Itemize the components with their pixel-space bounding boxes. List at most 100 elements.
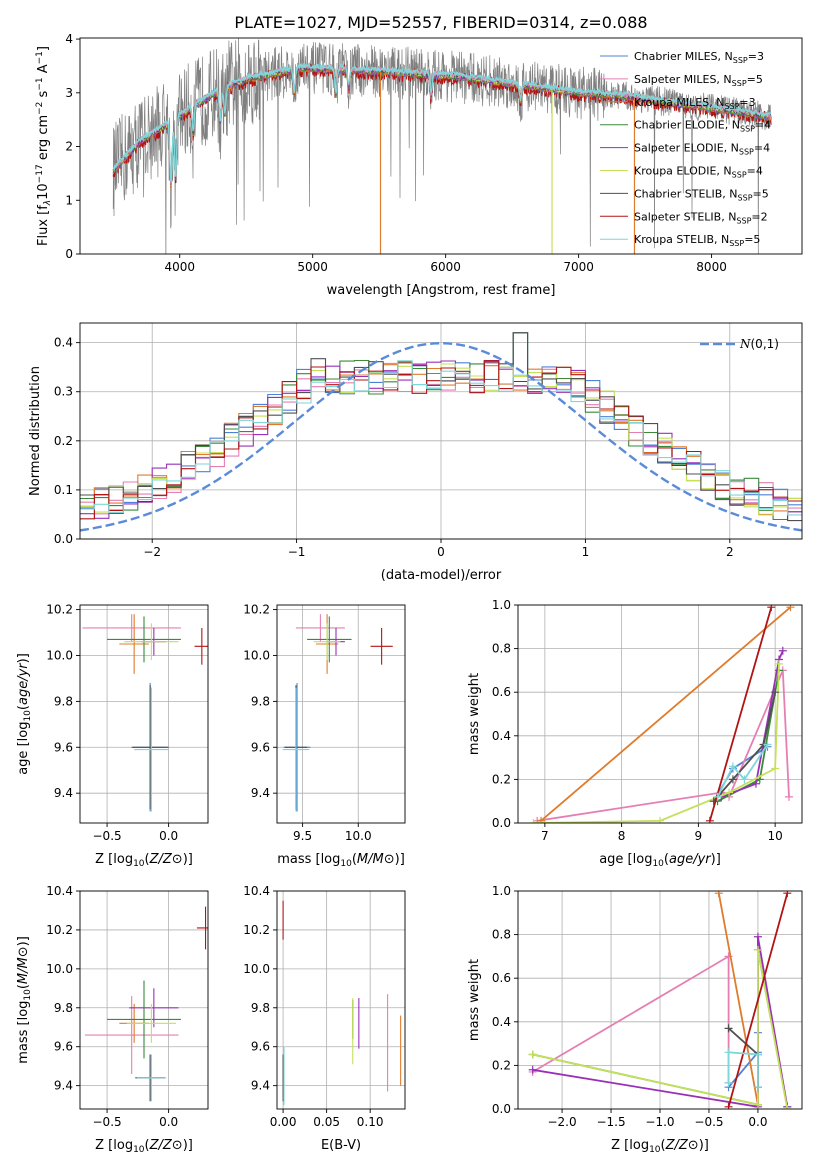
age_vs_mass-xtick-label: 9.5 (293, 829, 312, 843)
massweight_vs_Z-xtick-label: 0.0 (748, 1115, 767, 1129)
age_vs_Z-ytick-label: 9.8 (54, 694, 73, 708)
massweight_vs_Z-ylabel: mass weight (467, 959, 482, 1041)
massweight_vs_age-ytick-label: 0.2 (492, 772, 511, 786)
residual_hist-ytick-label: 0.4 (54, 336, 73, 350)
mass_vs_Z-xtick-label: 0.0 (159, 1115, 178, 1129)
legend-entry: Chabrier ELODIE, NSSP=4 (634, 119, 771, 134)
axis-label: age [log10(age/yr)] (16, 653, 33, 775)
mass_vs_ebv-plot-area (282, 900, 402, 1106)
massweight_vs_Z-plot-area (528, 891, 792, 1109)
massweight_vs_age-xtick-label: 7 (541, 829, 549, 843)
mass-weight-marker (724, 1024, 733, 1033)
errorbar-point (196, 906, 208, 950)
mass-weight-marker (724, 1048, 733, 1057)
age_vs_Z-xtick-label: −0.5 (93, 829, 122, 843)
massweight_vs_Z-xtick-label: −0.5 (694, 1115, 723, 1129)
mass_vs_ebv-ytick-label: 10.0 (243, 962, 270, 976)
age_vs_mass-ytick-label: 9.6 (251, 740, 270, 754)
mass_vs_Z-xtick-label: −0.5 (93, 1115, 122, 1129)
residual_hist-ytick-label: 0.1 (54, 483, 73, 497)
mass-weight-marker (767, 605, 776, 612)
errorbar-point (307, 616, 352, 663)
errorbar-point (194, 627, 208, 665)
mass-weight-marker (771, 764, 780, 773)
spectrum-ytick-label: 1 (65, 193, 73, 207)
age_vs_mass-plot-area (282, 614, 393, 812)
spectrum-frame (79, 37, 803, 255)
residual_hist-xtick-label: 1 (582, 545, 590, 559)
histogram-step-line (80, 360, 802, 516)
massweight_vs_age-plot-area (529, 605, 795, 823)
mass-weight-line (721, 650, 784, 798)
age_vs_Z-axes: −0.5 0.0 9.4 9.6 9.8 10.0 10.2 Z [log10(Z/Z⊙)] a… (16, 603, 209, 869)
mass_vs_ebv-axes: 0.00 0.05 0.10 9.4 9.6 9.8 10.0 10.2 10.4 E(B-V) (243, 884, 406, 1153)
age_vs_mass-ytick-label: 10.2 (243, 603, 270, 617)
mass_vs_ebv-ytick-label: 10.4 (243, 884, 270, 898)
errorbar-point (124, 623, 179, 661)
massweight_vs_Z-xtick-label: −1.0 (645, 1115, 674, 1129)
mass_vs_Z-plot-area (84, 906, 208, 1102)
spectrum-legend: Chabrier MILES, NSSP=3 Salpeter MILES, NS… (600, 50, 771, 248)
spectrum-ytick-label: 4 (65, 32, 73, 46)
errorbar-point (107, 616, 181, 663)
age_vs_Z-ytick-label: 10.0 (46, 648, 73, 662)
mass_vs_ebv-ytick-label: 9.8 (251, 1001, 270, 1015)
spectrum-xtick-label: 8000 (696, 260, 727, 274)
mass_vs_Z-ytick-label: 10.4 (46, 884, 73, 898)
histogram-ylabel: Normed distribution (28, 366, 43, 496)
mass-weight-marker (753, 1100, 762, 1109)
massweight_vs_age-xtick-label: 9 (695, 829, 703, 843)
mass-weight-marker (528, 1050, 537, 1059)
age_vs_mass-axes: 9.5 10.0 9.4 9.6 9.8 10.0 10.2 mass [log10(M/M⊙… (243, 603, 406, 869)
errorbar-point (131, 685, 169, 810)
spectrum-xtick-label: 6000 (430, 260, 461, 274)
legend-entry: Salpeter STELIB, NSSP=2 (634, 210, 768, 225)
mass-weight-marker (763, 740, 772, 749)
massweight_vs_Z-ytick-label: 0.8 (492, 928, 511, 942)
mass-weight-marker (774, 659, 783, 668)
legend-entry: Kroupa ELODIE, NSSP=4 (634, 165, 763, 180)
axis-label: mass [log10(M/M⊙)] (16, 936, 33, 1064)
massweight_vs_Z-xtick-label: −1.5 (596, 1115, 625, 1129)
legend-entry: N(0,1) (739, 337, 779, 351)
errorbar-point (126, 1003, 176, 1043)
massweight_vs_age-xtick-label: 8 (618, 829, 626, 843)
mass_vs_Z-ytick-label: 10.0 (46, 962, 73, 976)
mass-weight-marker (786, 605, 795, 612)
mass-weight-marker (753, 932, 762, 941)
mass-weight-marker (784, 792, 793, 801)
mass-weight-line (533, 663, 780, 823)
mass-weight-marker (724, 1102, 733, 1109)
axis-label: Z [log10(Z/Z⊙)] (95, 852, 193, 869)
errorbar-point (129, 988, 179, 1028)
mass-weight-marker (656, 816, 664, 823)
mass_vs_Z-ytick-label: 9.8 (54, 1001, 73, 1015)
age_vs_mass-xtick-label: 10.0 (345, 829, 372, 843)
mass-weight-marker (728, 775, 737, 784)
mass-weight-line (713, 692, 776, 802)
massweight_vs_age-xtick-label: 10 (767, 829, 782, 843)
massweight_vs_Z-ytick-label: 0.6 (492, 971, 511, 985)
axis-label: mass [log10(M/M⊙)] (277, 852, 405, 869)
residual_hist-plot-area (80, 332, 802, 532)
mass-weight-line (727, 1051, 759, 1088)
mass-weight-marker (778, 646, 787, 655)
mass-weight-marker (783, 1105, 792, 1109)
axis-label: age [log10(age/yr)] (599, 852, 721, 869)
legend-entry: Kroupa STELIB, NSSP=5 (634, 233, 760, 248)
legend-entry: Chabrier STELIB, NSSP=5 (634, 187, 769, 202)
mass-weight-marker (753, 1083, 762, 1092)
spectrum-xtick-label: 7000 (563, 260, 594, 274)
histogram-xlabel: (data-model)/error (381, 568, 502, 583)
mass_vs_Z-ytick-label: 10.2 (46, 923, 73, 937)
residual_hist-xtick-label: −1 (288, 545, 306, 559)
plots-layer: 4000 5000 6000 7000 8000 0 1 2 3 4 Chabrier MILES,… (16, 32, 803, 1155)
errorbar-point (282, 687, 310, 812)
mass-weight-marker (728, 762, 737, 771)
legend-entry: Salpeter MILES, NSSP=5 (634, 73, 763, 88)
spectrum-ylabel: Flux [fλ10−17 erg cm−2 s−1 A−1] (35, 46, 53, 246)
age_vs_mass-ytick-label: 9.4 (251, 786, 270, 800)
spectrum-ytick-label: 3 (65, 86, 73, 100)
mass-weight-line (537, 670, 790, 822)
